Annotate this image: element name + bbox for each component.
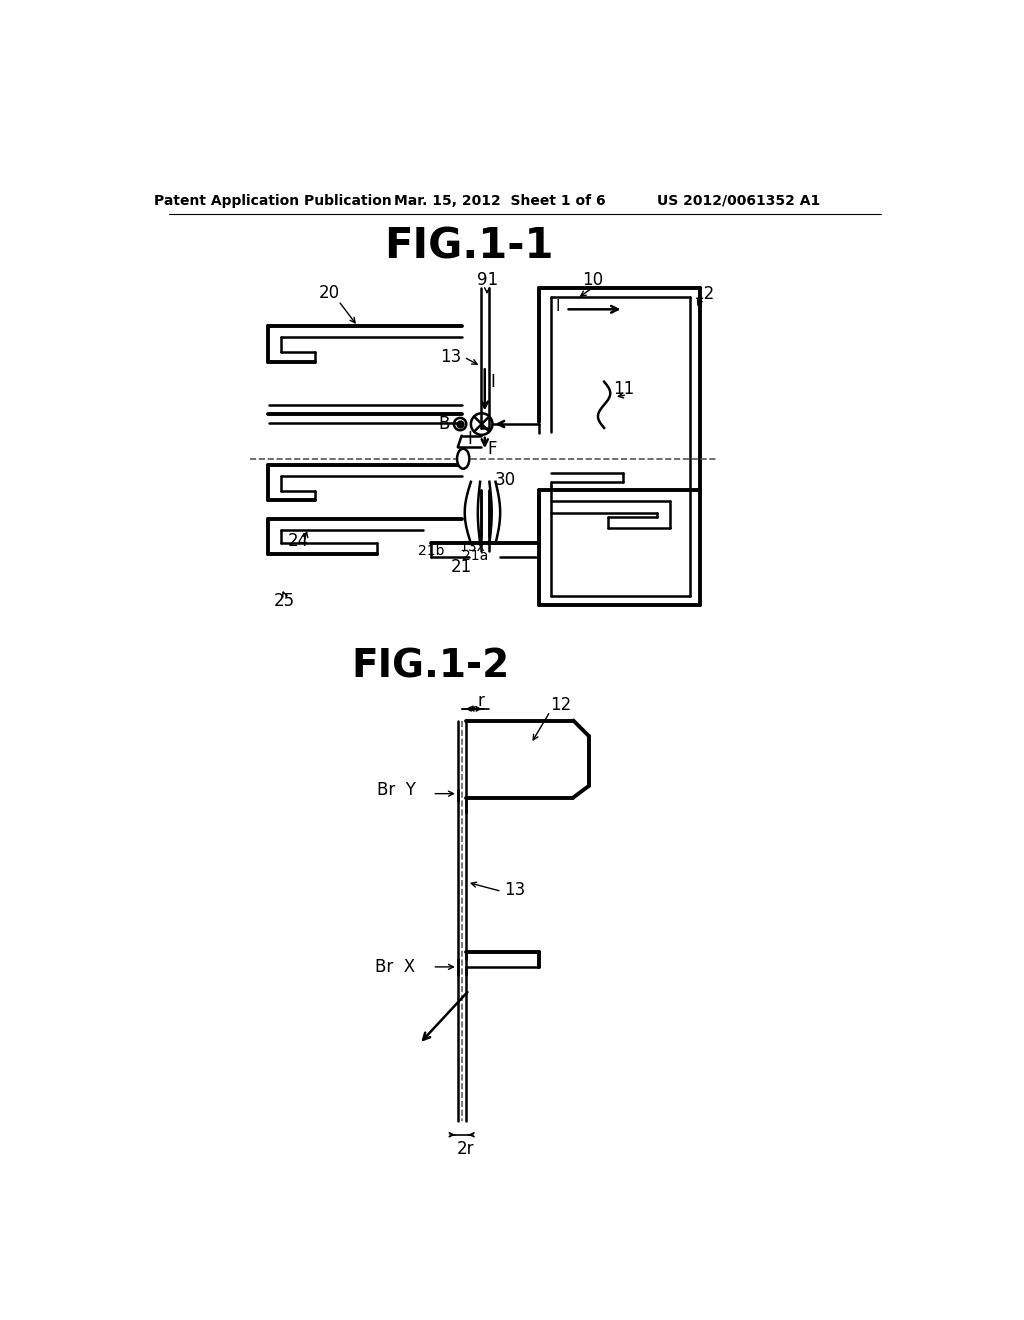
Text: 2r: 2r — [457, 1139, 474, 1158]
Text: 10: 10 — [582, 271, 603, 289]
Text: I: I — [556, 298, 560, 314]
Text: Patent Application Publication: Patent Application Publication — [155, 194, 392, 207]
Text: FIG.1-1: FIG.1-1 — [385, 226, 554, 268]
Text: 21a: 21a — [462, 549, 487, 562]
Text: 12: 12 — [693, 285, 715, 302]
Text: 11: 11 — [612, 380, 634, 399]
Text: 24: 24 — [288, 532, 309, 550]
Text: 21b: 21b — [418, 544, 444, 558]
Text: FIG.1-2: FIG.1-2 — [351, 648, 510, 685]
Text: 21: 21 — [451, 557, 472, 576]
Text: 12: 12 — [550, 696, 571, 714]
Text: I: I — [490, 372, 495, 391]
Text: US 2012/0061352 A1: US 2012/0061352 A1 — [657, 194, 820, 207]
Text: 13: 13 — [504, 880, 525, 899]
Ellipse shape — [457, 449, 469, 469]
Text: F: F — [487, 441, 498, 458]
Text: 30: 30 — [495, 471, 516, 490]
Text: 13x: 13x — [460, 540, 485, 554]
Text: 13: 13 — [440, 348, 462, 366]
Text: B: B — [438, 414, 450, 433]
Text: Br  X: Br X — [376, 958, 416, 975]
Text: 91: 91 — [476, 271, 498, 289]
Text: 20: 20 — [318, 284, 340, 302]
Text: Br  Y: Br Y — [377, 781, 416, 799]
Text: 25: 25 — [274, 593, 295, 610]
Text: r: r — [477, 692, 484, 710]
Text: I: I — [467, 430, 472, 449]
Text: Mar. 15, 2012  Sheet 1 of 6: Mar. 15, 2012 Sheet 1 of 6 — [394, 194, 606, 207]
